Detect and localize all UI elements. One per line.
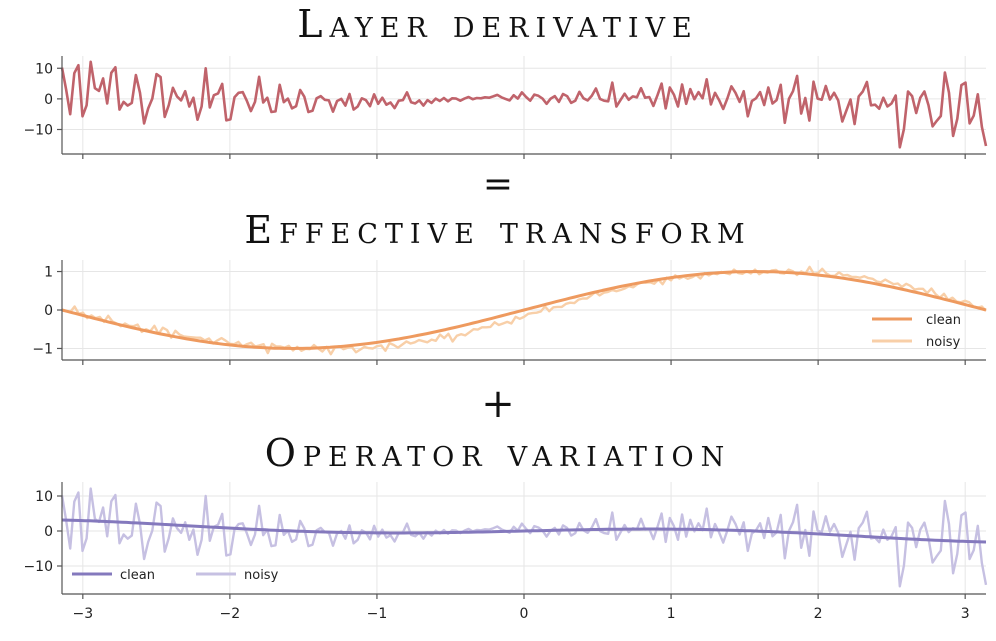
legend: clean noisy — [72, 568, 279, 583]
legend: clean noisy — [872, 313, 961, 350]
y-tick-label: −1 — [32, 341, 53, 357]
y-tick-label: 1 — [44, 265, 53, 281]
y-tick-label: −10 — [23, 123, 53, 139]
effective-transform-chart: −1 0 1 clean noisy — [32, 260, 987, 365]
derivative-series-line — [60, 60, 988, 149]
x-tick-label: 0 — [520, 606, 529, 622]
legend-label-clean: clean — [926, 313, 961, 328]
x-tick-label: 3 — [961, 606, 970, 622]
grid — [62, 260, 986, 360]
y-tick-label: 0 — [44, 303, 53, 319]
effective-transform-title: Effective transform — [244, 208, 752, 252]
legend-label-noisy: noisy — [244, 568, 279, 583]
equals-sign: = — [482, 164, 514, 205]
clean-series-line — [61, 270, 987, 350]
legend-label-clean: clean — [120, 568, 155, 583]
x-tick-label: −2 — [220, 606, 241, 622]
operator-variation-title: Operator variation — [264, 431, 732, 475]
y-tick-label: 0 — [44, 524, 53, 540]
y-tick-label: −10 — [23, 559, 53, 575]
y-tick-label: 10 — [35, 489, 53, 505]
grid — [62, 56, 986, 154]
x-tick-label: 2 — [814, 606, 823, 622]
x-tick-label: −3 — [73, 606, 94, 622]
y-tick-label: 10 — [35, 61, 53, 77]
layer-derivative-title: Layer derivative — [297, 2, 699, 46]
clean-series-line — [61, 518, 987, 544]
x-tick-label: 1 — [667, 606, 676, 622]
noisy-series-line — [60, 487, 988, 588]
layer-derivative-chart: −10 0 10 — [23, 56, 988, 159]
plus-sign: + — [481, 381, 515, 427]
legend-label-noisy: noisy — [926, 335, 961, 350]
x-tick-label: −1 — [367, 606, 388, 622]
y-tick-label: 0 — [44, 92, 53, 108]
